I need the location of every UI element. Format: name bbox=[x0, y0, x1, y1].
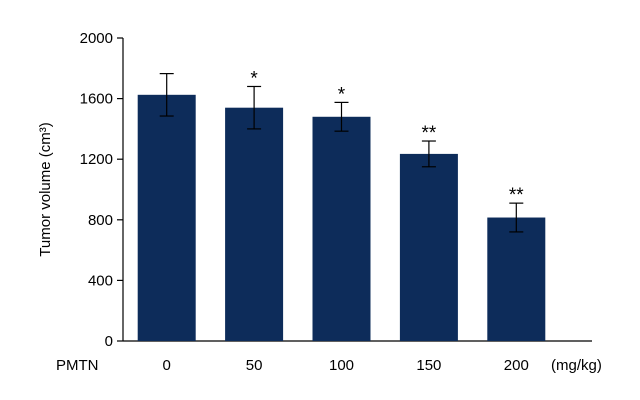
y-tick-label: 1600 bbox=[80, 91, 113, 108]
y-axis-title: Tumor volume (cm³) bbox=[37, 122, 54, 256]
significance-marker: * bbox=[338, 84, 346, 105]
x-tick-label: 50 bbox=[246, 357, 263, 374]
y-tick-label: 0 bbox=[105, 333, 113, 350]
tick-labels: 0 400 800 1200 1600 2000 0 50 100 150 200 bbox=[80, 30, 529, 374]
significance-markers: ****** bbox=[250, 68, 524, 206]
x-tick-label: 0 bbox=[163, 357, 171, 374]
bar bbox=[312, 116, 371, 341]
bar bbox=[225, 107, 284, 341]
y-tick-label: 1200 bbox=[80, 151, 113, 168]
x-axis-title: PMTN bbox=[56, 357, 99, 374]
bar bbox=[137, 94, 196, 341]
bar bbox=[399, 153, 458, 341]
x-tick-label: 100 bbox=[329, 357, 354, 374]
x-tick-label: 150 bbox=[416, 357, 441, 374]
y-tick-label: 800 bbox=[88, 212, 113, 229]
bars bbox=[137, 94, 546, 341]
y-axis bbox=[117, 37, 124, 342]
x-tick-label: 200 bbox=[504, 357, 529, 374]
y-tick-label: 2000 bbox=[80, 30, 113, 47]
significance-marker: ** bbox=[422, 123, 437, 144]
y-tick-label: 400 bbox=[88, 272, 113, 289]
error-bars bbox=[159, 73, 524, 233]
significance-marker: * bbox=[250, 68, 258, 89]
significance-marker: ** bbox=[509, 185, 524, 206]
bar bbox=[487, 217, 546, 341]
x-axis-unit: (mg/kg) bbox=[551, 357, 602, 374]
